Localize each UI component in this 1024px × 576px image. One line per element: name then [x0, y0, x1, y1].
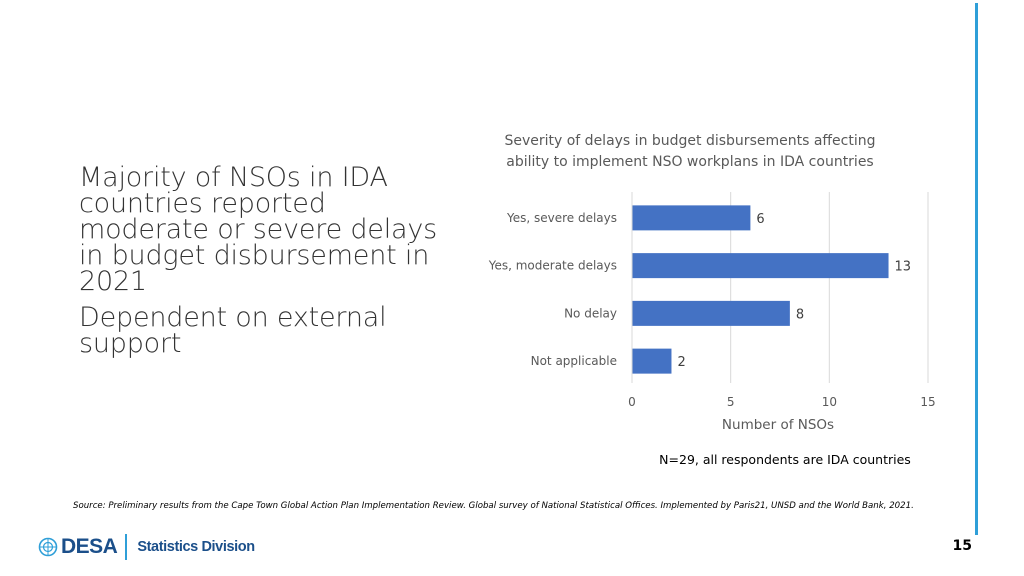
data-label: 13 — [895, 260, 912, 275]
bar — [632, 205, 751, 231]
x-tick-label: 5 — [727, 395, 735, 409]
data-label: 6 — [756, 212, 764, 227]
category-label: Not applicable — [531, 354, 617, 368]
bullet-list: Majority of NSOs in IDA countries report… — [79, 162, 439, 367]
category-label: Yes, moderate delays — [488, 259, 617, 273]
source-citation: Source: Preliminary results from the Cap… — [73, 501, 914, 511]
desa-logo-text: DESA — [61, 535, 118, 558]
division-name: Statistics Division — [137, 539, 255, 555]
sample-note: N=29, all respondents are IDA countries — [659, 452, 911, 467]
x-axis-label: Number of NSOs — [722, 417, 834, 433]
footer-divider — [125, 534, 128, 560]
x-tick-label: 10 — [822, 395, 837, 409]
category-label: No delay — [564, 306, 617, 320]
page-number: 15 — [952, 538, 972, 554]
un-emblem-icon — [38, 537, 58, 557]
bullet-item-1: Majority of NSOs in IDA countries report… — [79, 162, 438, 297]
bar — [632, 300, 790, 326]
x-tick-label: 0 — [628, 395, 636, 409]
data-label: 2 — [677, 355, 685, 370]
footer-logo: DESA Statistics Division — [38, 534, 255, 560]
category-label: Yes, severe delays — [506, 211, 617, 225]
x-tick-label: 15 — [920, 395, 935, 409]
bullet-item-2: Dependent on external support — [79, 302, 387, 359]
bar — [632, 348, 672, 374]
data-label: 8 — [796, 307, 804, 322]
right-accent-rule — [975, 3, 978, 535]
bar — [632, 253, 889, 279]
chart-title: Severity of delays in budget disbursemen… — [504, 133, 876, 170]
